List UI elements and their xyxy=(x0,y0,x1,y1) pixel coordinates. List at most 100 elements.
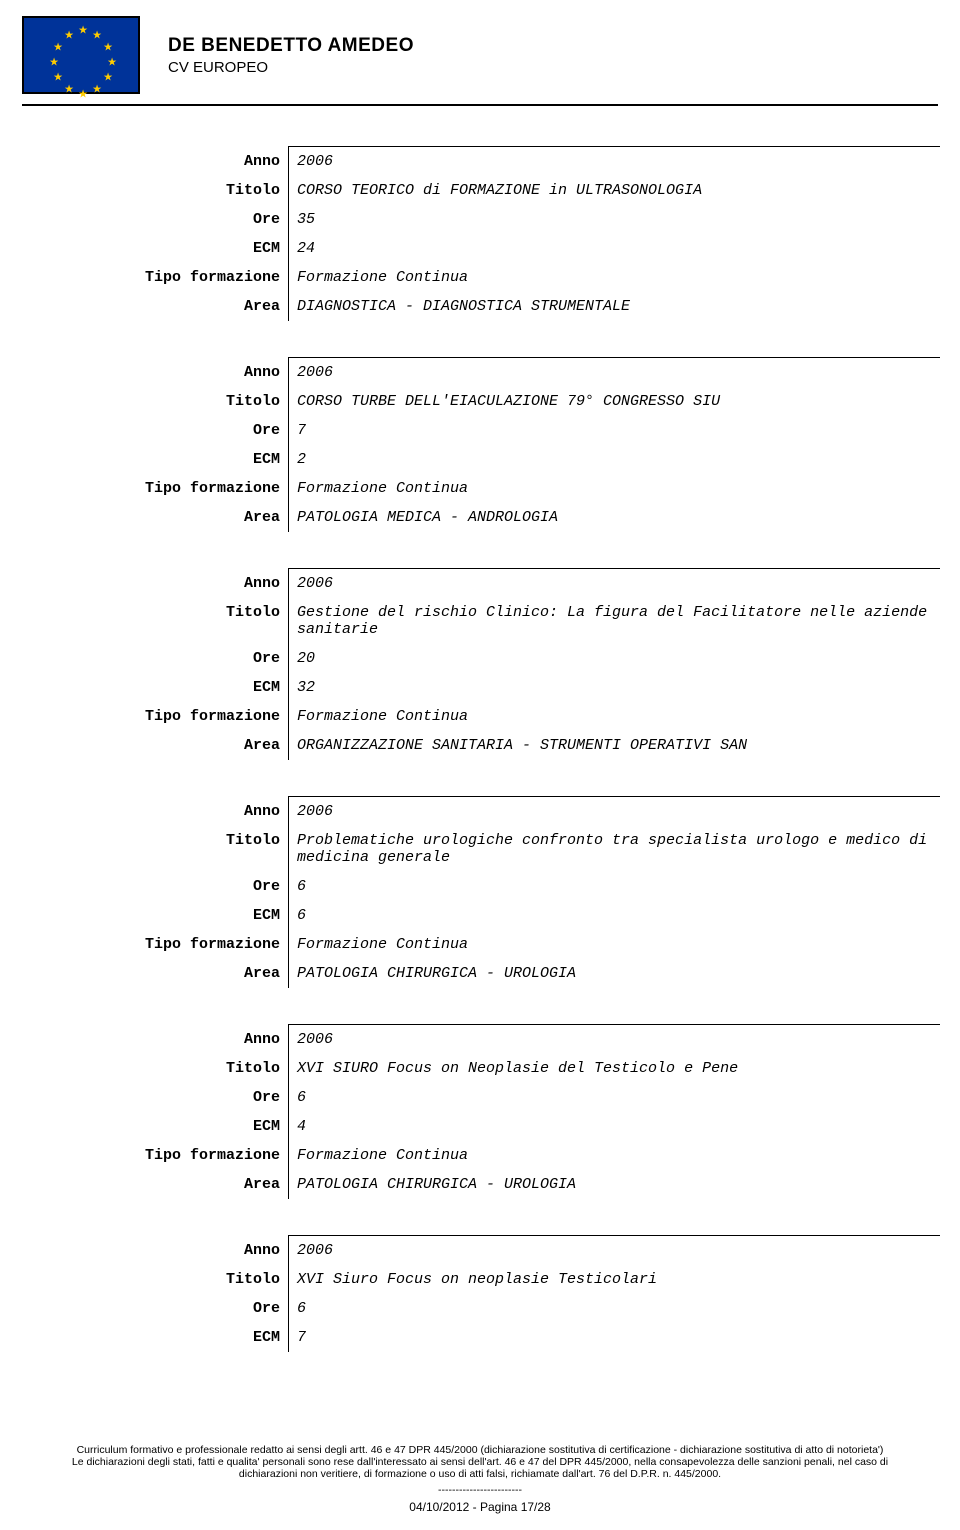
field-row-area: AreaORGANIZZAZIONE SANITARIA - STRUMENTI… xyxy=(22,731,938,760)
field-row-ore: Ore6 xyxy=(22,1294,938,1323)
star-icon: ★ xyxy=(53,73,63,84)
field-label: Area xyxy=(22,1170,288,1199)
field-label: Tipo formazione xyxy=(22,930,288,959)
field-row-anno: Anno2006 xyxy=(22,569,938,598)
field-row-titolo: TitoloCORSO TURBE DELL'EIACULAZIONE 79° … xyxy=(22,387,938,416)
field-label: ECM xyxy=(22,1323,288,1352)
content: Anno2006TitoloCORSO TEORICO di FORMAZION… xyxy=(0,106,960,1352)
field-value: 2006 xyxy=(289,147,929,176)
field-value: 2006 xyxy=(289,1236,929,1265)
field-row-ecm: ECM32 xyxy=(22,673,938,702)
training-block: Anno2006TitoloProblematiche urologiche c… xyxy=(22,796,938,988)
field-value: 6 xyxy=(289,1083,929,1112)
field-row-anno: Anno2006 xyxy=(22,147,938,176)
training-block: Anno2006TitoloXVI SIURO Focus on Neoplas… xyxy=(22,1024,938,1199)
field-row-tipo: Tipo formazioneFormazione Continua xyxy=(22,263,938,292)
field-value: 6 xyxy=(289,1294,929,1323)
field-row-ecm: ECM4 xyxy=(22,1112,938,1141)
training-block: Anno2006TitoloGestione del rischio Clini… xyxy=(22,568,938,760)
field-label: Titolo xyxy=(22,598,288,644)
field-row-ore: Ore35 xyxy=(22,205,938,234)
field-value: Formazione Continua xyxy=(289,474,929,503)
field-value: 2006 xyxy=(289,569,929,598)
person-name: DE BENEDETTO AMEDEO xyxy=(168,35,414,57)
field-value: 32 xyxy=(289,673,929,702)
field-value: CORSO TURBE DELL'EIACULAZIONE 79° CONGRE… xyxy=(289,387,929,416)
field-row-tipo: Tipo formazioneFormazione Continua xyxy=(22,474,938,503)
field-row-area: AreaPATOLOGIA MEDICA - ANDROLOGIA xyxy=(22,503,938,532)
training-block: Anno2006TitoloXVI Siuro Focus on neoplas… xyxy=(22,1235,938,1352)
star-icon: ★ xyxy=(64,85,74,96)
field-row-ore: Ore6 xyxy=(22,872,938,901)
field-value: CORSO TEORICO di FORMAZIONE in ULTRASONO… xyxy=(289,176,929,205)
field-value: 2006 xyxy=(289,358,929,387)
field-label: ECM xyxy=(22,1112,288,1141)
field-value: 2006 xyxy=(289,797,929,826)
star-icon: ★ xyxy=(92,85,102,96)
field-label: Titolo xyxy=(22,1265,288,1294)
field-value: 2 xyxy=(289,445,929,474)
star-icon: ★ xyxy=(64,31,74,42)
field-value: XVI SIURO Focus on Neoplasie del Testico… xyxy=(289,1054,929,1083)
field-label: Anno xyxy=(22,358,288,387)
star-icon: ★ xyxy=(103,73,113,84)
field-value: 7 xyxy=(289,1323,929,1352)
field-value: PATOLOGIA CHIRURGICA - UROLOGIA xyxy=(289,959,929,988)
field-value: 7 xyxy=(289,416,929,445)
field-row-tipo: Tipo formazioneFormazione Continua xyxy=(22,702,938,731)
training-block: Anno2006TitoloCORSO TURBE DELL'EIACULAZI… xyxy=(22,357,938,532)
field-row-anno: Anno2006 xyxy=(22,1025,938,1054)
eu-flag-icon: ★★★★★★★★★★★★ xyxy=(22,16,140,94)
field-value: Formazione Continua xyxy=(289,702,929,731)
field-value: PATOLOGIA CHIRURGICA - UROLOGIA xyxy=(289,1170,929,1199)
field-label: Ore xyxy=(22,644,288,673)
field-value: Formazione Continua xyxy=(289,263,929,292)
field-label: ECM xyxy=(22,673,288,702)
field-label: Titolo xyxy=(22,1054,288,1083)
field-value: Gestione del rischio Clinico: La figura … xyxy=(289,598,929,644)
footer-date: 04/10/2012 - Pagina 17/28 xyxy=(50,1500,910,1514)
field-label: Area xyxy=(22,731,288,760)
field-value: Formazione Continua xyxy=(289,1141,929,1170)
field-label: Ore xyxy=(22,872,288,901)
field-row-ore: Ore7 xyxy=(22,416,938,445)
field-label: Tipo formazione xyxy=(22,263,288,292)
field-label: Titolo xyxy=(22,176,288,205)
star-icon: ★ xyxy=(53,43,63,54)
field-row-ecm: ECM6 xyxy=(22,901,938,930)
field-label: Ore xyxy=(22,1294,288,1323)
footer-line1: Curriculum formativo e professionale red… xyxy=(50,1444,910,1456)
field-row-ecm: ECM2 xyxy=(22,445,938,474)
footer-dashes: ------------------------ xyxy=(50,1484,910,1496)
field-label: Anno xyxy=(22,1025,288,1054)
cv-subtitle: CV EUROPEO xyxy=(168,59,414,76)
field-row-titolo: TitoloCORSO TEORICO di FORMAZIONE in ULT… xyxy=(22,176,938,205)
field-label: Anno xyxy=(22,1236,288,1265)
field-label: Titolo xyxy=(22,826,288,872)
field-row-area: AreaPATOLOGIA CHIRURGICA - UROLOGIA xyxy=(22,959,938,988)
field-label: Titolo xyxy=(22,387,288,416)
header-text: DE BENEDETTO AMEDEO CV EUROPEO xyxy=(168,35,414,76)
star-icon: ★ xyxy=(49,58,59,69)
training-block: Anno2006TitoloCORSO TEORICO di FORMAZION… xyxy=(22,146,938,321)
field-row-tipo: Tipo formazioneFormazione Continua xyxy=(22,1141,938,1170)
field-label: Tipo formazione xyxy=(22,702,288,731)
field-label: Area xyxy=(22,503,288,532)
field-row-titolo: TitoloXVI Siuro Focus on neoplasie Testi… xyxy=(22,1265,938,1294)
field-row-anno: Anno2006 xyxy=(22,358,938,387)
field-row-ore: Ore20 xyxy=(22,644,938,673)
field-label: ECM xyxy=(22,901,288,930)
field-value: Formazione Continua xyxy=(289,930,929,959)
field-row-titolo: TitoloProblematiche urologiche confronto… xyxy=(22,826,938,872)
field-row-titolo: TitoloXVI SIURO Focus on Neoplasie del T… xyxy=(22,1054,938,1083)
footer: Curriculum formativo e professionale red… xyxy=(0,1444,960,1514)
field-value: ORGANIZZAZIONE SANITARIA - STRUMENTI OPE… xyxy=(289,731,929,760)
footer-line2: Le dichiarazioni degli stati, fatti e qu… xyxy=(50,1456,910,1480)
field-row-anno: Anno2006 xyxy=(22,1236,938,1265)
field-row-tipo: Tipo formazioneFormazione Continua xyxy=(22,930,938,959)
field-value: 4 xyxy=(289,1112,929,1141)
field-value: 6 xyxy=(289,872,929,901)
star-icon: ★ xyxy=(92,31,102,42)
field-label: Area xyxy=(22,292,288,321)
field-label: Ore xyxy=(22,1083,288,1112)
